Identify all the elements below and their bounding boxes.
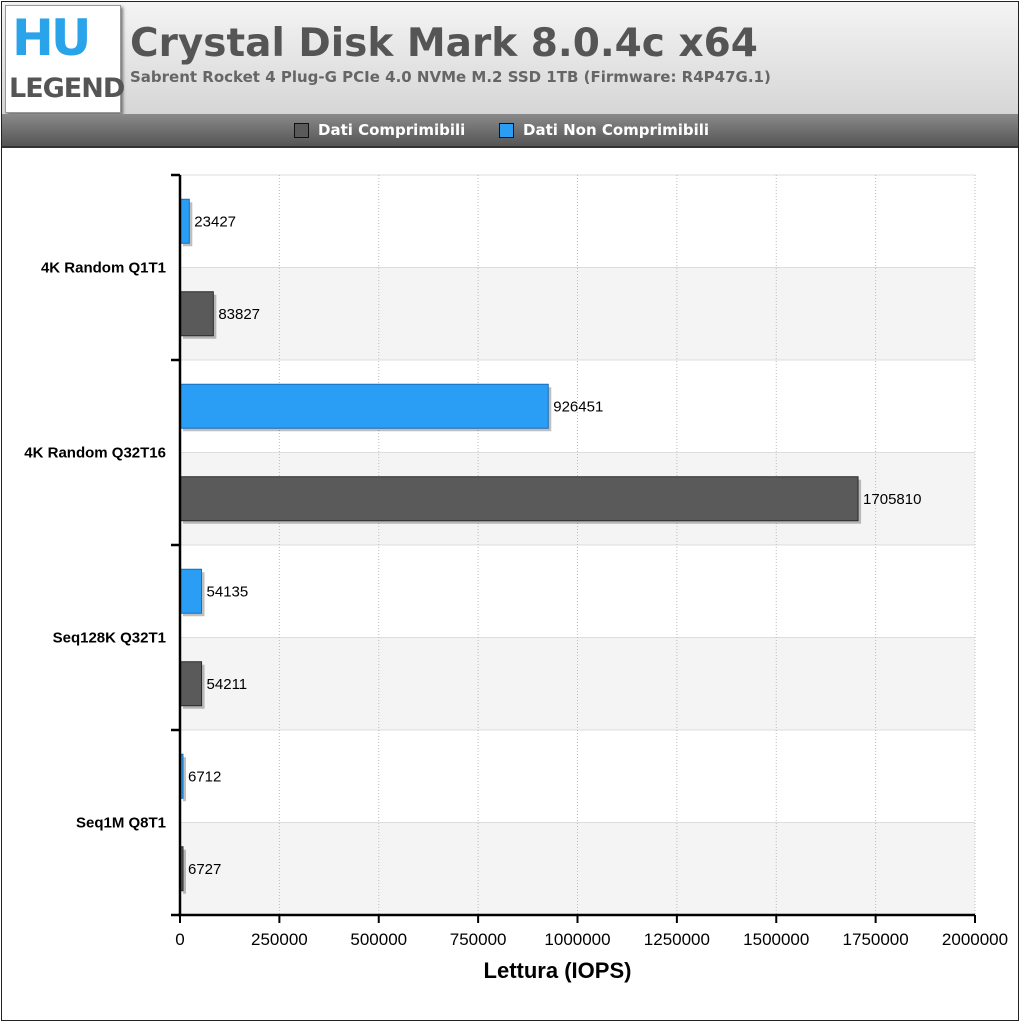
x-axis-title: Lettura (IOPS) bbox=[484, 958, 632, 983]
legend-label-compressible: Dati Comprimibili bbox=[318, 121, 466, 139]
chart-subtitle: Sabrent Rocket 4 Plug-G PCIe 4.0 NVMe M.… bbox=[130, 68, 771, 86]
bar-value-label: 926451 bbox=[553, 398, 603, 415]
bar-value-label: 6727 bbox=[188, 861, 221, 878]
bar-compressible bbox=[179, 661, 203, 707]
bar-incompressible bbox=[179, 383, 549, 429]
chart-header: HU LEGEND Crystal Disk Mark 8.0.4c x64 S… bbox=[2, 2, 1018, 115]
x-tick-label: 1000000 bbox=[544, 930, 610, 949]
bar-value-label: 83827 bbox=[218, 306, 260, 323]
bar-value-label: 54135 bbox=[207, 583, 249, 600]
legend-swatch-incompressible bbox=[499, 122, 514, 138]
bar-value-label: 6712 bbox=[188, 768, 221, 785]
plot-band-lower bbox=[180, 637, 975, 730]
category-label: 4K Random Q1T1 bbox=[41, 260, 166, 277]
x-tick-label: 250000 bbox=[251, 930, 308, 949]
legend-item-compressible: Dati Comprimibili bbox=[294, 121, 465, 139]
bar-shadow bbox=[183, 849, 186, 894]
x-tick-label: 1250000 bbox=[644, 930, 710, 949]
legend-item-incompressible: Dati Non Comprimibili bbox=[499, 121, 709, 139]
x-tick-label: 0 bbox=[175, 930, 184, 949]
category-label: Seq1M Q8T1 bbox=[76, 815, 166, 832]
category-label: 4K Random Q32T16 bbox=[24, 445, 166, 462]
chart-title: Crystal Disk Mark 8.0.4c x64 bbox=[130, 21, 758, 66]
legend-swatch-compressible bbox=[294, 122, 309, 138]
x-tick-label: 1500000 bbox=[743, 930, 809, 949]
bar-incompressible bbox=[179, 568, 203, 614]
plot-band-upper bbox=[180, 545, 975, 638]
bar-compressible bbox=[179, 476, 859, 522]
hu-legend-logo: HU LEGEND bbox=[5, 5, 125, 113]
x-tick-label: 500000 bbox=[350, 930, 407, 949]
x-tick-label: 2000000 bbox=[942, 930, 1008, 949]
logo-top-text: HU bbox=[12, 9, 91, 67]
bar-incompressible bbox=[179, 198, 190, 244]
legend: Dati Comprimibili Dati Non Comprimibili bbox=[2, 114, 1018, 148]
x-tick-label: 750000 bbox=[450, 930, 507, 949]
x-tick-label: 1750000 bbox=[843, 930, 909, 949]
bar-compressible bbox=[179, 291, 214, 337]
legend-label-incompressible: Dati Non Comprimibili bbox=[523, 121, 710, 139]
bar-value-label: 1705810 bbox=[863, 491, 921, 508]
bar-shadow bbox=[183, 757, 186, 802]
bar-value-label: 54211 bbox=[207, 676, 248, 693]
bar-value-label: 23427 bbox=[194, 213, 236, 230]
logo-bottom-text: LEGEND bbox=[9, 73, 125, 104]
category-label: Seq128K Q32T1 bbox=[53, 630, 166, 647]
